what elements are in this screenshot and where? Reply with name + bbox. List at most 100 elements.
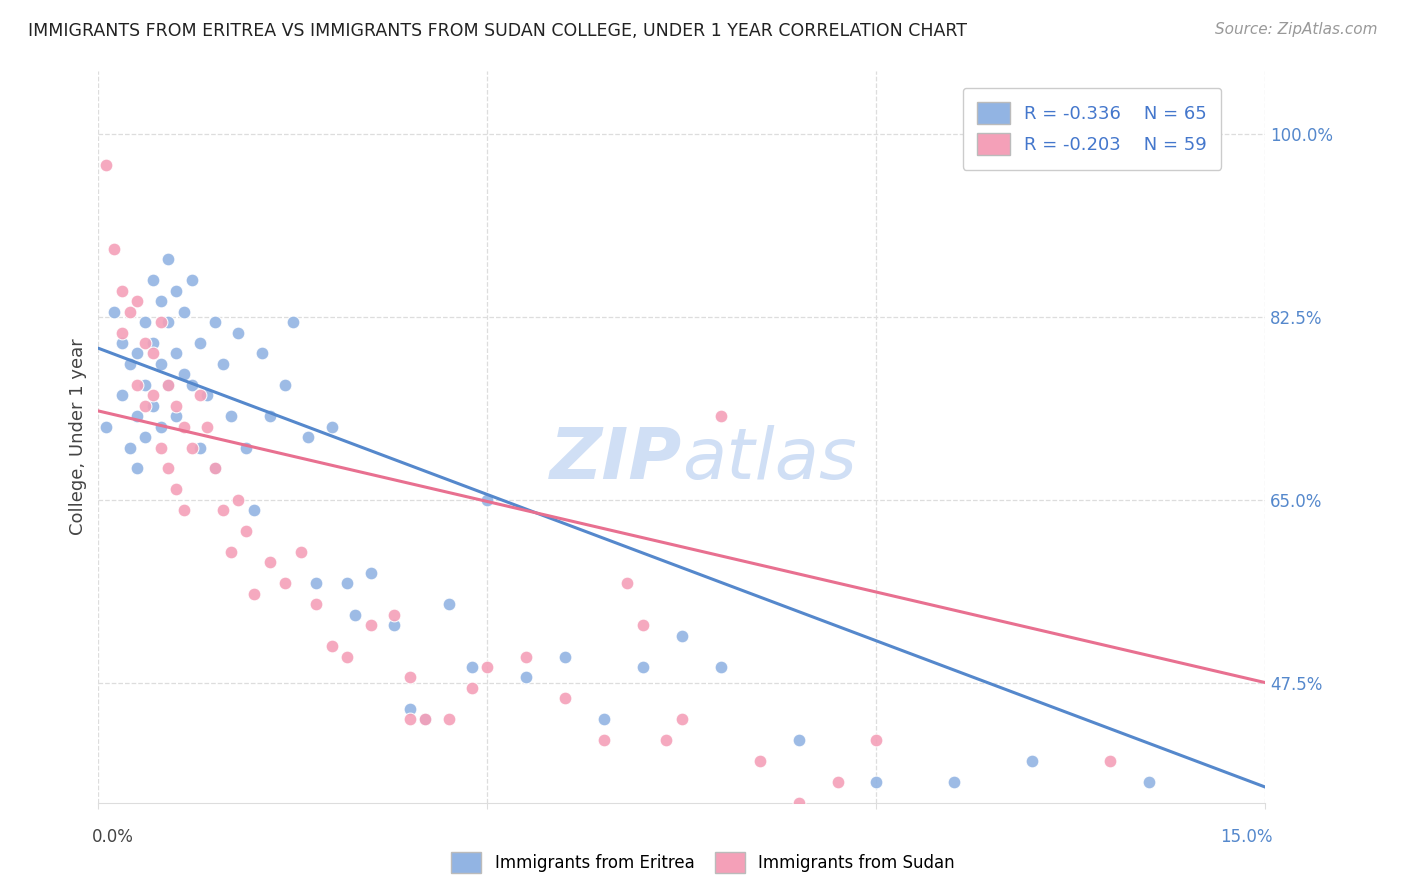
Point xyxy=(631,618,654,632)
Point xyxy=(398,670,420,684)
Point xyxy=(631,660,654,674)
Point xyxy=(165,409,187,424)
Point xyxy=(1137,775,1160,789)
Point xyxy=(127,409,149,424)
Point xyxy=(188,441,211,455)
Point xyxy=(787,796,810,810)
Point xyxy=(180,273,202,287)
Y-axis label: College, Under 1 year: College, Under 1 year xyxy=(69,339,87,535)
Point xyxy=(157,315,180,329)
Point xyxy=(360,618,382,632)
Point xyxy=(96,419,118,434)
Point xyxy=(382,607,405,622)
Point xyxy=(297,430,319,444)
Point xyxy=(142,346,165,360)
Point xyxy=(382,618,405,632)
Point xyxy=(235,441,257,455)
Point xyxy=(655,733,678,747)
Point xyxy=(134,377,156,392)
Point xyxy=(149,357,172,371)
Point xyxy=(212,503,235,517)
Point xyxy=(157,252,180,267)
Point xyxy=(710,660,733,674)
Point xyxy=(195,388,218,402)
Point xyxy=(173,304,195,318)
Point xyxy=(787,733,810,747)
Point xyxy=(134,336,156,351)
Point xyxy=(477,492,499,507)
Text: atlas: atlas xyxy=(682,425,856,493)
Point xyxy=(127,377,149,392)
Point xyxy=(142,399,165,413)
Point xyxy=(321,419,343,434)
Point xyxy=(204,315,226,329)
Text: 15.0%: 15.0% xyxy=(1220,828,1272,846)
Point xyxy=(173,419,195,434)
Point xyxy=(165,399,187,413)
Point xyxy=(398,702,420,716)
Point xyxy=(149,419,172,434)
Point xyxy=(290,545,312,559)
Point xyxy=(204,461,226,475)
Point xyxy=(134,315,156,329)
Point xyxy=(149,294,172,309)
Point xyxy=(305,597,328,611)
Point xyxy=(111,388,134,402)
Point xyxy=(173,503,195,517)
Point xyxy=(344,607,367,622)
Point xyxy=(228,326,250,340)
Point xyxy=(142,336,165,351)
Text: ZIP: ZIP xyxy=(550,425,682,493)
Point xyxy=(103,304,125,318)
Point xyxy=(515,670,537,684)
Point xyxy=(981,838,1004,852)
Point xyxy=(243,503,266,517)
Point xyxy=(398,712,420,726)
Point xyxy=(111,336,134,351)
Point xyxy=(180,441,202,455)
Point xyxy=(413,712,436,726)
Point xyxy=(321,639,343,653)
Point xyxy=(219,409,242,424)
Point xyxy=(188,388,211,402)
Point xyxy=(180,377,202,392)
Point xyxy=(305,576,328,591)
Point xyxy=(228,492,250,507)
Point xyxy=(336,576,359,591)
Point xyxy=(554,691,576,706)
Point xyxy=(827,775,849,789)
Point xyxy=(748,754,770,768)
Point xyxy=(118,357,141,371)
Point xyxy=(336,649,359,664)
Point xyxy=(360,566,382,580)
Point xyxy=(437,712,460,726)
Point xyxy=(274,576,297,591)
Point xyxy=(165,483,187,497)
Point xyxy=(1021,858,1043,872)
Point xyxy=(165,346,187,360)
Point xyxy=(134,430,156,444)
Point xyxy=(461,660,484,674)
Point xyxy=(96,158,118,172)
Point xyxy=(195,419,218,434)
Point xyxy=(1098,754,1121,768)
Point xyxy=(259,556,281,570)
Point xyxy=(259,409,281,424)
Point xyxy=(142,273,165,287)
Point xyxy=(212,357,235,371)
Point xyxy=(865,775,887,789)
Point xyxy=(461,681,484,695)
Point xyxy=(593,733,616,747)
Point xyxy=(281,315,304,329)
Point xyxy=(111,284,134,298)
Point xyxy=(118,304,141,318)
Point xyxy=(943,775,966,789)
Point xyxy=(103,242,125,256)
Point xyxy=(554,649,576,664)
Point xyxy=(710,409,733,424)
Point xyxy=(134,399,156,413)
Point xyxy=(274,377,297,392)
Point xyxy=(219,545,242,559)
Point xyxy=(671,629,693,643)
Point xyxy=(157,461,180,475)
